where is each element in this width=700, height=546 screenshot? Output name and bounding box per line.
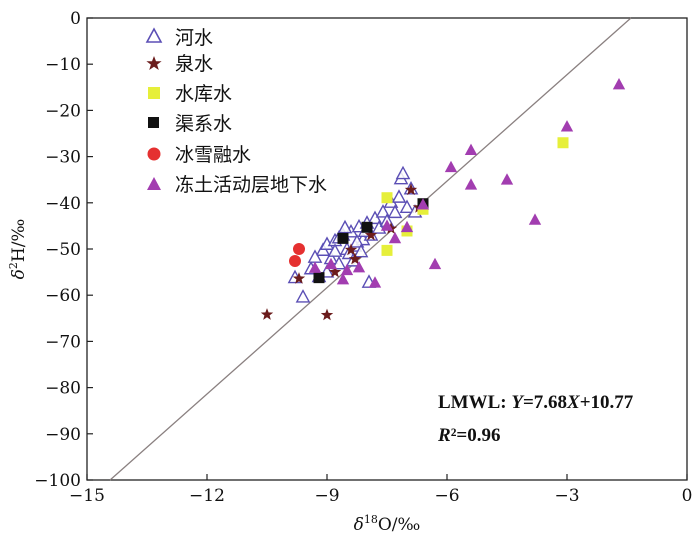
data-point [444, 160, 458, 173]
legend-marker-reservoir [148, 87, 160, 99]
data-point [336, 272, 350, 285]
r-squared: R²=0.96 [437, 425, 500, 446]
data-point [416, 198, 430, 210]
data-point [289, 255, 301, 268]
y-tick-label: −30 [45, 148, 81, 168]
legend-item-permafrost: 冻土活动层地下水 [147, 174, 327, 196]
y-tick-label: −40 [45, 194, 81, 214]
data-point [381, 192, 393, 204]
legend-marker-river [145, 27, 163, 43]
legend-label-permafrost: 冻土活动层地下水 [175, 174, 327, 196]
data-point [295, 289, 311, 303]
legend-marker-canal [148, 117, 159, 128]
data-point [400, 220, 414, 233]
data-point [395, 165, 411, 180]
legend-item-spring: 泉水 [146, 53, 213, 75]
data-point [404, 183, 418, 196]
y-tick-label: 0 [70, 9, 81, 29]
legend-marker-spring [146, 56, 162, 70]
data-point [327, 243, 343, 257]
y-tick-label: −60 [45, 286, 81, 306]
series-2 [381, 137, 569, 256]
y-tick-label: −10 [45, 55, 81, 75]
y-axis-ticks: 0 −10 −20 −30 −40 −50 −60 −70 −80 −90 −100 [34, 9, 93, 491]
legend-label-canal: 渠系水 [175, 113, 232, 135]
legend-item-river: 河水 [145, 27, 213, 49]
lmwl-regression-line [109, 17, 632, 481]
legend-item-snowmelt: 冰雪融水 [147, 144, 251, 166]
data-point [328, 265, 342, 278]
data-point [324, 257, 338, 270]
legend-item-canal: 渠系水 [148, 113, 232, 135]
x-tick-label: −9 [314, 486, 339, 506]
data-point [399, 199, 415, 213]
data-point [364, 228, 378, 241]
data-point [331, 255, 347, 270]
x-tick-label: −15 [69, 486, 105, 506]
x-axis-title: δ18O/‰ [354, 513, 421, 535]
data-point [353, 243, 369, 258]
series-5 [308, 78, 626, 288]
data-point [387, 204, 403, 219]
data-point [428, 257, 442, 270]
legend-label-snowmelt: 冰雪融水 [175, 144, 251, 166]
data-point [308, 261, 322, 273]
legend-marker-snowmelt [147, 147, 161, 161]
y-tick-label: −50 [45, 240, 81, 260]
y-tick-label: −70 [45, 332, 81, 352]
legend-label-spring: 泉水 [175, 53, 213, 75]
data-point [361, 221, 373, 233]
y-tick-label: −100 [34, 471, 81, 491]
lmwl-equation: LMWL: Y=7.68X+10.77 [438, 392, 634, 413]
data-point [260, 308, 274, 320]
data-point [367, 210, 383, 225]
legend: 河水 泉水 水库水 渠系水 冰雪融水 冻土活动层地下水 [145, 27, 327, 196]
data-point [560, 120, 574, 132]
x-tick-label: −6 [434, 486, 459, 506]
x-tick-label: 0 [682, 486, 693, 506]
data-point [391, 189, 407, 203]
x-tick-label: −3 [554, 486, 579, 506]
data-point [368, 276, 382, 288]
y-tick-label: −90 [45, 425, 81, 445]
y-tick-label: −80 [45, 379, 81, 399]
data-point [375, 204, 391, 218]
y-tick-label: −20 [45, 101, 81, 121]
x-axis-ticks: −15 −12 −9 −6 −3 0 [69, 474, 692, 506]
data-point [380, 219, 394, 231]
data-point [500, 173, 514, 185]
legend-label-reservoir: 水库水 [175, 83, 232, 105]
data-point [388, 231, 402, 244]
data-point [337, 232, 349, 244]
data-point [337, 219, 353, 234]
legend-marker-permafrost [147, 177, 161, 190]
data-point [528, 213, 542, 225]
data-point [464, 178, 478, 190]
data-point [464, 143, 478, 156]
data-point [381, 244, 393, 256]
legend-item-reservoir: 水库水 [148, 83, 232, 105]
series-4 [289, 243, 305, 268]
legend-label-river: 河水 [175, 27, 213, 49]
data-point [352, 260, 366, 273]
data-point [293, 243, 305, 255]
data-point [344, 243, 358, 256]
data-point [340, 263, 354, 276]
data-point [320, 308, 334, 321]
data-point [349, 234, 365, 248]
data-point [557, 137, 569, 149]
data-point [292, 272, 306, 284]
x-tick-label: −12 [189, 486, 225, 506]
data-point [612, 78, 626, 90]
y-axis-title: δ2H/‰ [7, 219, 29, 280]
data-point [348, 252, 362, 265]
data-point [313, 272, 325, 284]
data-points [260, 78, 626, 321]
